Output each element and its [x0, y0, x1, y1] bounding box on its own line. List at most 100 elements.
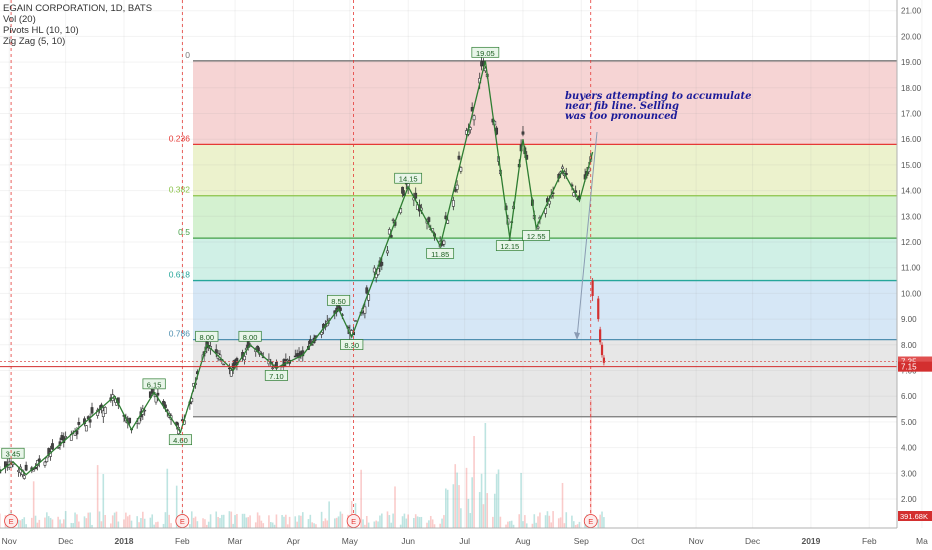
volume-bar: [550, 522, 553, 528]
volume-bar: [78, 521, 80, 528]
y-tick-label: 3.00: [901, 469, 917, 478]
volume-bar: [572, 521, 575, 528]
volume-bar: [202, 518, 204, 528]
fib-level-label: 0.5: [178, 227, 190, 237]
volume-bar: [454, 464, 457, 528]
volume-bar: [324, 518, 327, 528]
volume-bar: [23, 517, 26, 528]
candle: [472, 115, 476, 121]
candle: [455, 184, 459, 190]
volume-bar: [301, 512, 304, 528]
pivot-label: 14.15: [399, 175, 418, 184]
volume-bar: [512, 524, 515, 528]
volume-bar: [379, 515, 381, 528]
volume-bar: [446, 489, 449, 528]
volume-bar: [36, 522, 39, 528]
volume-bar: [47, 516, 50, 528]
candle: [600, 344, 604, 356]
candle: [164, 404, 167, 409]
volume-bar: [362, 519, 364, 528]
volume-bar: [458, 485, 460, 528]
volume-bar: [505, 524, 507, 528]
pivot-label-box: [168, 434, 193, 446]
candle: [103, 407, 107, 414]
candle: [51, 443, 54, 450]
volume-bar: [142, 511, 144, 528]
volume-bar: [452, 484, 455, 528]
volume-bar: [497, 469, 500, 528]
volume-bar: [339, 511, 342, 528]
volume-bar: [401, 516, 404, 528]
volume-bar: [557, 518, 560, 528]
indicator-zigzag: Zig Zag (5, 10): [3, 36, 66, 47]
x-tick-label: Aug: [515, 536, 530, 546]
x-tick-label: 2018: [115, 536, 134, 546]
y-tick-label: 4.00: [901, 444, 917, 453]
volume-bar: [175, 485, 178, 528]
candle: [572, 192, 576, 197]
volume-bar: [170, 523, 172, 528]
x-tick-label: Jul: [459, 536, 470, 546]
pivot-label: 6.15: [147, 380, 162, 389]
y-tick-label: 18.00: [901, 84, 922, 93]
volume-bar: [70, 522, 73, 528]
volume-bar: [221, 514, 223, 528]
x-tick-label: Jun: [401, 536, 415, 546]
pivot-label: 8.00: [200, 333, 215, 342]
y-tick-label: 15.00: [901, 161, 922, 170]
candle: [154, 396, 158, 403]
volume-bar: [571, 515, 573, 528]
candle: [367, 294, 371, 301]
volume-bar: [44, 517, 46, 528]
volume-bar: [288, 516, 291, 528]
volume-bar: [273, 524, 276, 528]
candle: [372, 267, 376, 273]
volume-bar: [539, 512, 541, 528]
volume-bar: [525, 523, 528, 528]
volume-bar: [294, 516, 297, 528]
pivot-label: 12.15: [500, 242, 519, 251]
volume-bar: [104, 515, 106, 528]
volume-bar: [283, 516, 285, 528]
fib-level-label: 0.618: [169, 270, 191, 280]
volume-bar: [149, 517, 152, 528]
chart-annotation[interactable]: buyers attempting to accumulate near fib…: [565, 92, 751, 122]
candle: [77, 422, 81, 425]
volume-bar: [429, 515, 432, 528]
volume-bar: [495, 474, 498, 528]
volume-bar: [469, 513, 472, 528]
candle: [591, 280, 594, 296]
volume-bar: [168, 514, 170, 528]
volume-bar: [443, 515, 445, 528]
y-tick-label: 10.00: [901, 289, 922, 298]
volume-bar: [222, 514, 225, 528]
earnings-label: E: [180, 517, 185, 526]
volume-bar: [243, 513, 246, 528]
volume-bar: [102, 474, 105, 528]
volume-bar: [578, 521, 581, 528]
volume-bar: [311, 522, 313, 528]
pivot-label-box: [142, 378, 166, 390]
volume-bar: [196, 521, 199, 528]
volume-bar: [21, 519, 24, 528]
volume-bar: [392, 513, 394, 528]
candle: [401, 186, 404, 194]
symbol-title: EGAIN CORPORATION, 1D, BATS: [3, 3, 153, 14]
volume-bar: [326, 520, 329, 528]
volume-bar: [300, 515, 302, 528]
volume-bar: [83, 516, 86, 528]
volume-bar: [377, 521, 379, 528]
volume-bar: [30, 517, 33, 528]
pivot-label: 8.30: [344, 341, 359, 350]
volume-bar: [130, 520, 133, 528]
volume-bar: [209, 514, 212, 528]
volume-bar: [260, 520, 263, 528]
volume-bar: [309, 514, 312, 528]
fib-zone: [193, 60, 897, 145]
volume-bar: [405, 518, 408, 528]
volume-bar: [388, 515, 391, 528]
volume-bar: [115, 511, 118, 528]
candle: [214, 349, 218, 353]
